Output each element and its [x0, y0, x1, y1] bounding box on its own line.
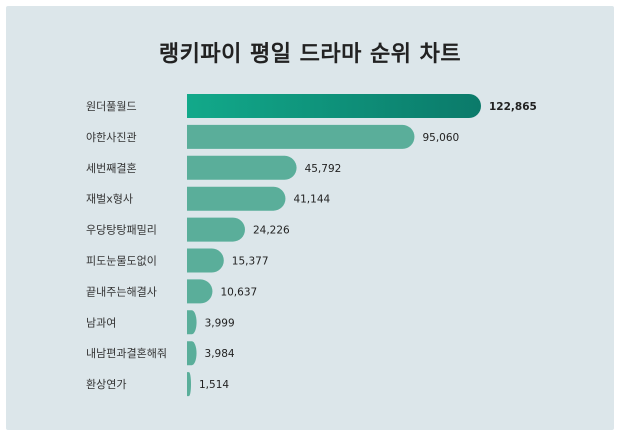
category-label: 야한사진관	[86, 131, 137, 144]
category-label: 원더풀월드	[86, 100, 137, 113]
bar	[187, 155, 297, 180]
value-label: 3,999	[205, 317, 235, 329]
category-label: 재벌x형사	[86, 193, 133, 206]
category-label: 남과여	[86, 316, 116, 329]
bar	[187, 310, 197, 335]
bar	[187, 186, 286, 211]
bar	[187, 341, 197, 366]
chart-title: 랭키파이 평일 드라마 순위 차트	[158, 42, 462, 67]
value-label: 10,637	[220, 286, 257, 298]
category-label: 내남편과결혼해줘	[86, 346, 167, 360]
chart-card	[6, 6, 614, 430]
category-label: 피도눈물도없이	[86, 255, 157, 268]
bar	[187, 372, 191, 397]
value-label: 45,792	[305, 163, 342, 175]
value-label: 122,865	[489, 101, 537, 113]
bar	[187, 124, 415, 149]
value-label: 3,984	[205, 348, 235, 360]
category-label: 우당탕탕패밀리	[86, 224, 157, 237]
value-label: 24,226	[253, 225, 290, 237]
value-label: 1,514	[199, 379, 229, 391]
category-label: 세번째결혼	[86, 162, 137, 175]
category-label: 끝내주는해결사	[86, 284, 157, 298]
bar	[187, 279, 213, 304]
value-label: 95,060	[422, 132, 459, 144]
bar	[187, 217, 245, 242]
value-label: 41,144	[293, 194, 330, 206]
value-label: 15,377	[232, 256, 269, 268]
bar	[187, 94, 481, 118]
bar	[187, 248, 224, 273]
category-label: 환상연가	[86, 378, 126, 391]
